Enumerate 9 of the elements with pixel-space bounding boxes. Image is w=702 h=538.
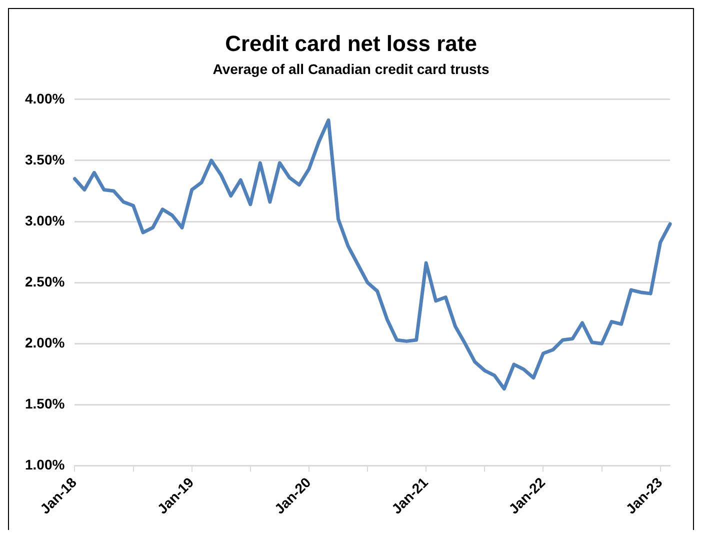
chart-title: Credit card net loss rate	[224, 31, 478, 57]
chart-subtitle: Average of all Canadian credit card trusts	[212, 61, 490, 77]
y-tick-label: 3.50%	[24, 151, 66, 168]
y-tick-label: 2.50%	[24, 273, 66, 290]
y-tick-label: 4.00%	[24, 90, 66, 106]
y-tick-label: 1.50%	[24, 396, 66, 412]
y-tick-label: 3.00%	[24, 212, 66, 228]
y-tick-label: 1.00%	[24, 456, 66, 473]
y-tick-label: 2.00%	[24, 334, 66, 350]
